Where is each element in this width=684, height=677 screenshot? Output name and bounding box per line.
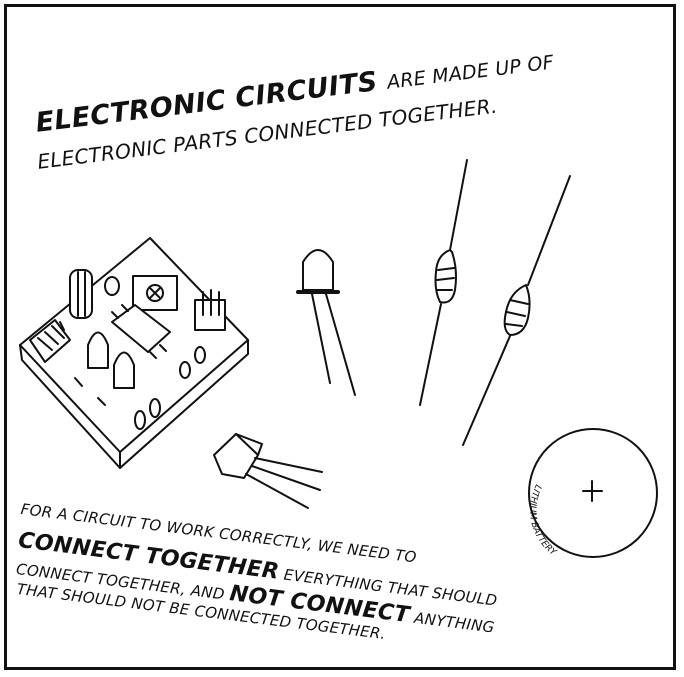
transistor-icon	[213, 433, 323, 509]
resistor-icon	[462, 175, 571, 446]
circuit-board-icon	[19, 237, 249, 469]
coin-battery-icon: LITHIUM BATTERY	[527, 428, 658, 559]
resistor-icon	[419, 159, 468, 406]
led-icon	[296, 249, 356, 396]
